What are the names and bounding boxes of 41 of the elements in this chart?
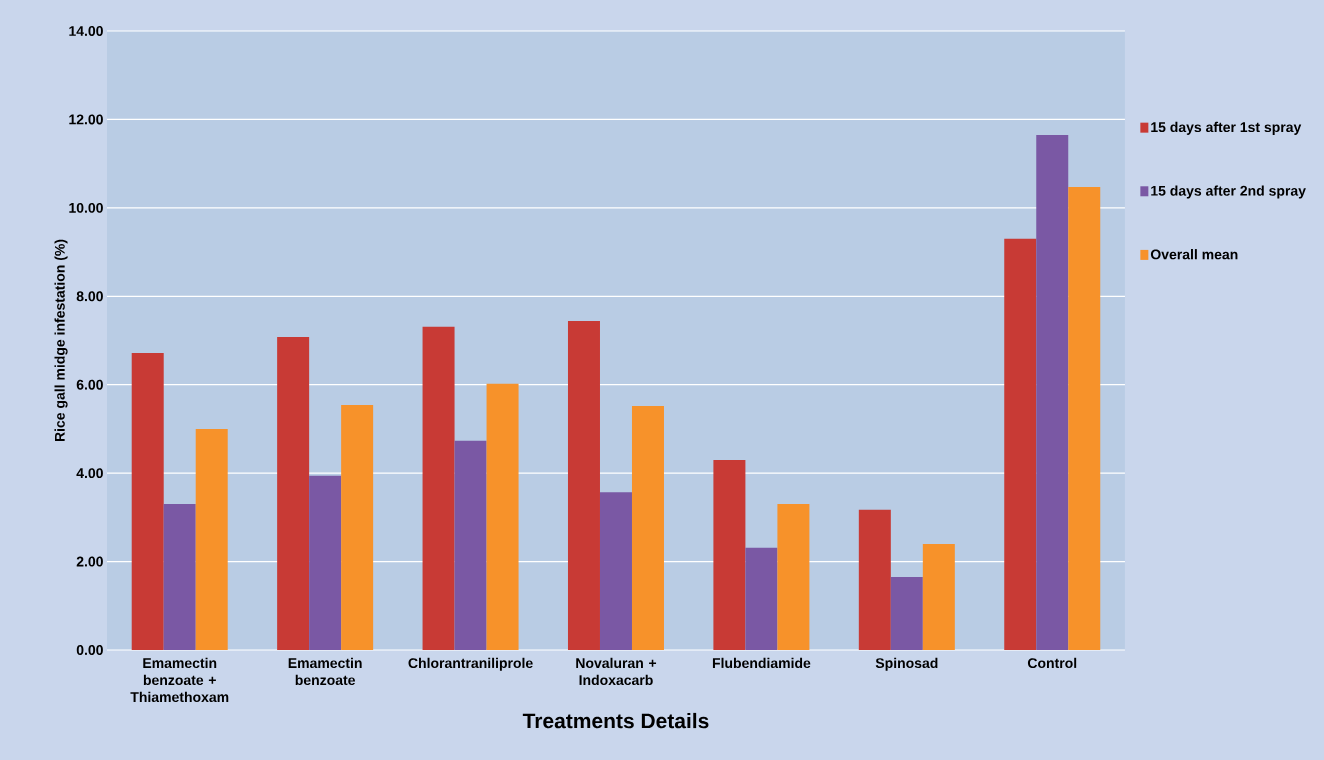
x-tick-label: Flubendiamide	[712, 657, 811, 669]
y-axis-title: Rice gall midge infestation (%)	[54, 239, 68, 442]
y-tick-label: 4.00	[76, 468, 103, 479]
legend-label: Overall mean	[1150, 249, 1238, 260]
bar	[567, 321, 600, 650]
x-axis-title: Treatments Details	[522, 712, 709, 729]
bar	[631, 405, 664, 650]
bar	[1036, 134, 1069, 650]
bar	[277, 336, 310, 650]
bar	[454, 440, 487, 650]
bar	[309, 475, 342, 650]
bar	[713, 459, 746, 650]
y-tick-label: 12.00	[69, 114, 103, 125]
bar	[599, 492, 632, 650]
bar	[1004, 238, 1037, 650]
x-tick-label: Novaluran + Indoxacarb	[576, 657, 657, 686]
x-tick-label: Emamectin benzoate	[288, 657, 362, 686]
bar	[163, 504, 196, 650]
bar	[858, 509, 891, 650]
bar	[922, 543, 955, 650]
bar	[131, 352, 164, 650]
y-tick-label: 8.00	[76, 291, 103, 302]
y-tick-label: 14.00	[69, 26, 103, 36]
y-tick-label: 0.00	[76, 645, 103, 655]
bar	[1068, 187, 1101, 650]
x-tick-label: Chlorantraniliprole	[408, 657, 533, 671]
x-tick-label: Emamectin benzoate + Thiamethoxam	[130, 657, 229, 703]
bar	[422, 326, 455, 650]
bar	[486, 383, 519, 650]
bar	[195, 428, 228, 650]
x-tick-label: Control	[1027, 657, 1077, 669]
y-tick-label: 2.00	[76, 556, 103, 567]
bar	[341, 405, 374, 650]
bar	[777, 504, 810, 650]
y-tick-label: 6.00	[76, 379, 103, 390]
bar	[745, 547, 778, 650]
y-tick-label: 10.00	[69, 202, 103, 213]
x-tick-label: Spinosad	[875, 657, 938, 671]
bar	[890, 577, 923, 650]
legend-label: 15 days after 1st spray	[1151, 121, 1302, 135]
legend-label: 15 days after 2nd spray	[1151, 185, 1306, 199]
